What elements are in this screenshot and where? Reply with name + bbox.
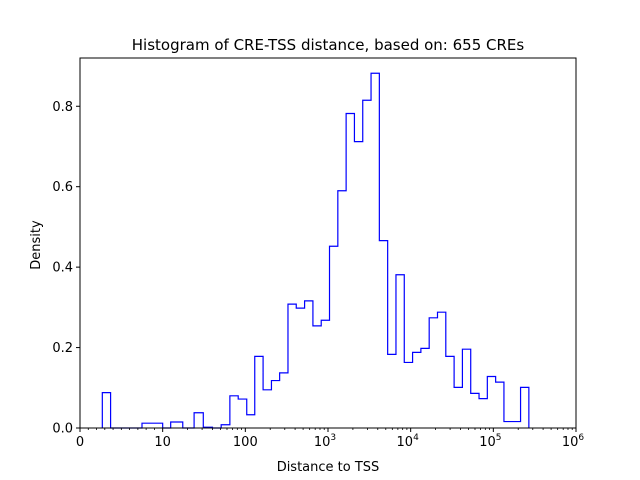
plot-area: 0.00.20.40.60.80 10 100 103 104 105 106 (52, 57, 584, 450)
x-tick-label: 10 (154, 435, 171, 450)
y-axis-label: Density (29, 220, 44, 270)
y-tick-label: 0.4 (52, 261, 73, 276)
y-tick-label: 0.0 (52, 422, 73, 437)
y-tick-label: 0.8 (52, 100, 73, 115)
x-tick-label: 0 (76, 435, 84, 450)
chart-title: Histogram of CRE-TSS distance, based on:… (132, 36, 525, 54)
histogram-step-line (101, 72, 530, 429)
x-tick-label: 100 (233, 435, 258, 450)
y-tick-label: 0.2 (52, 341, 73, 356)
x-axis-label: Distance to TSS (277, 460, 380, 475)
y-tick-label: 0.6 (52, 180, 73, 195)
